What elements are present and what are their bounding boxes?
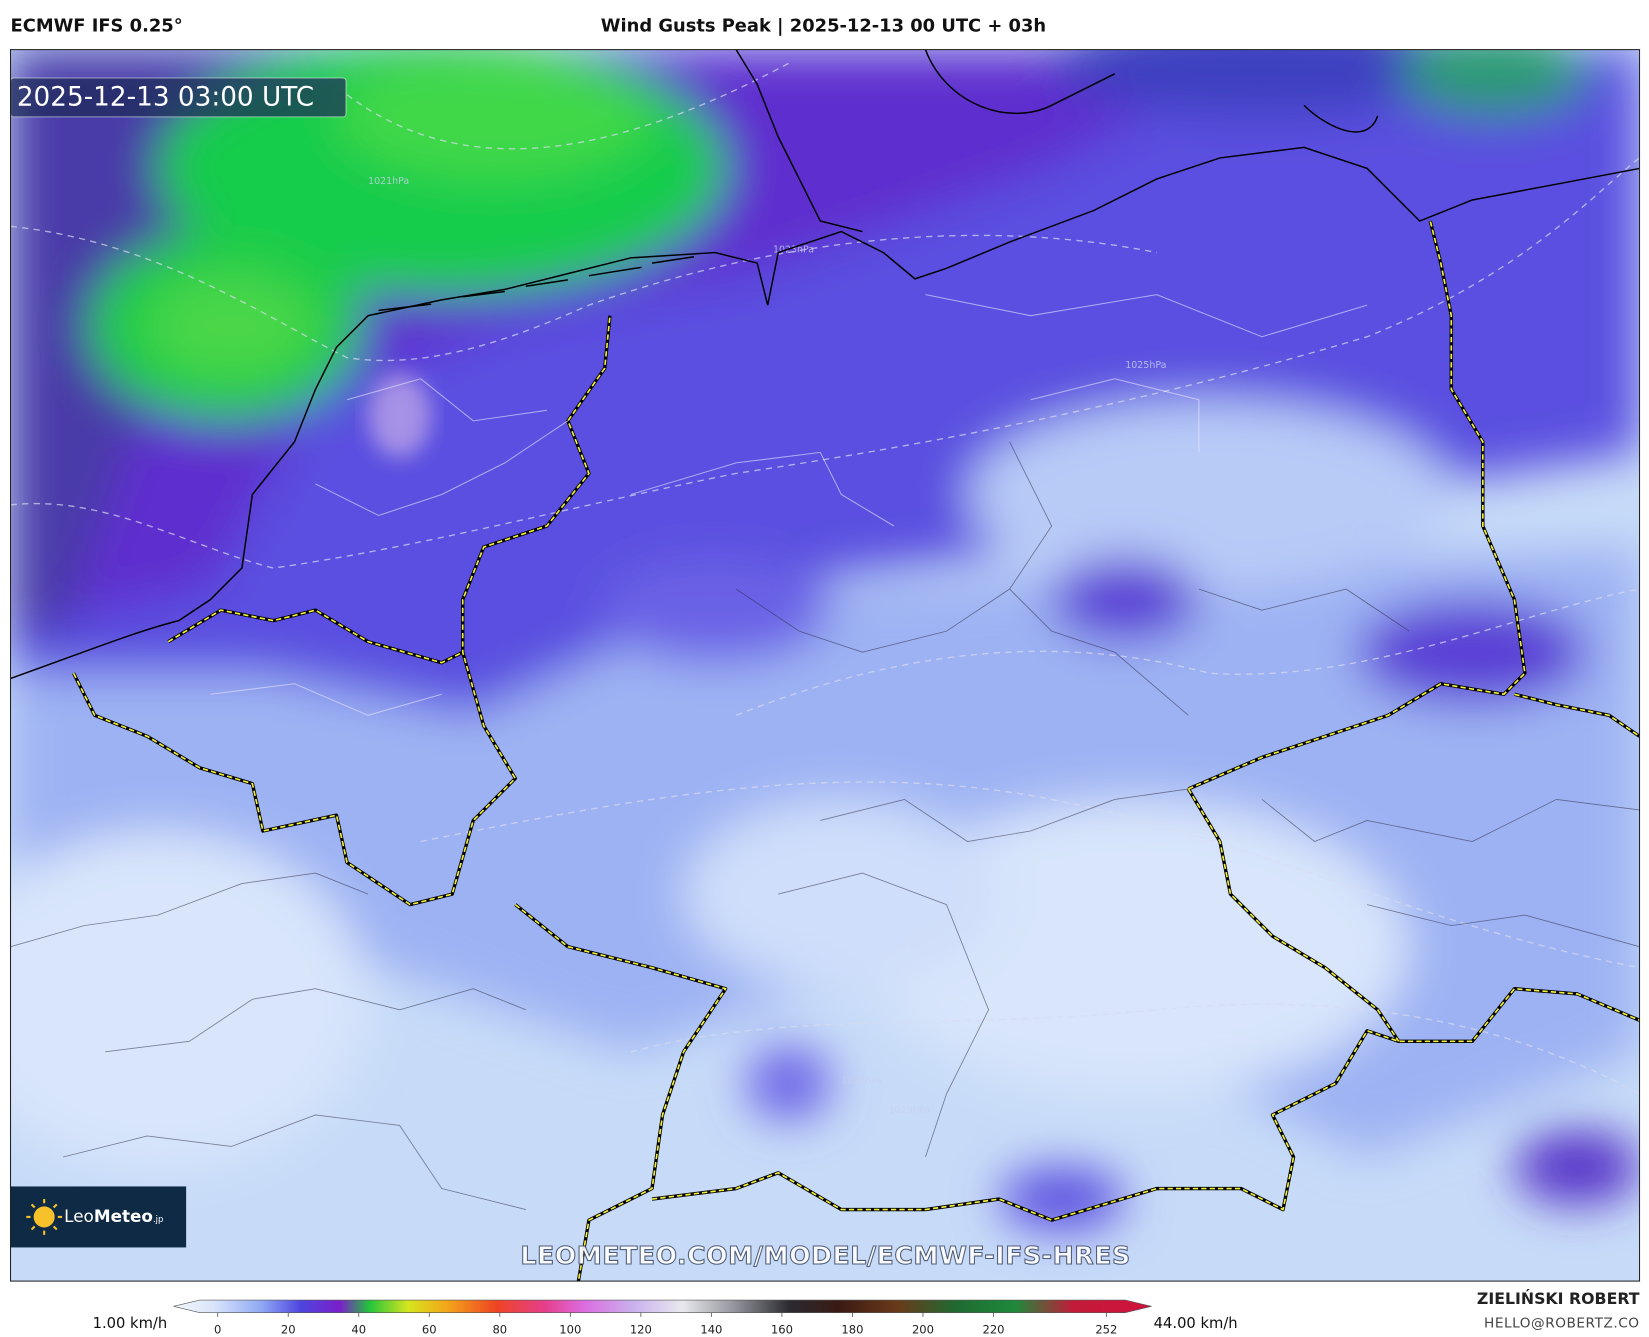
colorbar-tick-label: 252: [1095, 1323, 1117, 1337]
isobar-label: 1029hPa: [889, 1105, 930, 1116]
logo-suffix: .jp: [153, 1214, 163, 1224]
timestamp: 2025-12-13 03:00 UTC: [17, 82, 314, 112]
logo-sun: [26, 1199, 63, 1235]
colorbar-tick-label: 80: [492, 1323, 507, 1337]
colorbar-tick-label: 40: [351, 1323, 366, 1337]
timestamp-box: [10, 77, 347, 118]
colorbar-tick-label: 220: [982, 1323, 1004, 1337]
isobar-label: 1025hPa: [1125, 360, 1166, 371]
author: ZIELIŃSKI ROBERT: [1477, 1289, 1640, 1308]
isobar-label: 1021hPa: [368, 176, 409, 187]
legend-min: 1.00 km/h: [93, 1315, 168, 1332]
isobar-label: 1027hPa: [841, 1075, 882, 1086]
logo-bold: Meteo: [94, 1206, 153, 1226]
colorbar-tick-label: 20: [281, 1323, 296, 1337]
logo-light: Leo: [64, 1206, 94, 1226]
watermark: LEOMETEO.COM/MODEL/ECMWF-IFS-HRES: [520, 1241, 1130, 1270]
colorbar-tick-label: 180: [841, 1323, 863, 1337]
colorbar: [173, 1299, 1152, 1313]
colorbar-tick-label: 60: [422, 1323, 437, 1337]
legend-max: 44.00 km/h: [1154, 1315, 1238, 1332]
model-name: ECMWF IFS 0.25°: [11, 16, 183, 37]
colorbar-tick-label: 140: [700, 1323, 722, 1337]
colorbar-tick-label: 160: [771, 1323, 793, 1337]
colorbar-tick-label: 120: [630, 1323, 652, 1337]
map: 1021hPa 1023hPa 1025hPa 1027hPa 1029hPa: [10, 49, 1640, 1282]
email: HELLO@ROBERTZ.CO: [1484, 1315, 1639, 1331]
map-frame: [9, 49, 1641, 1282]
colorbar-tick-label: 200: [912, 1323, 934, 1337]
map-title: Wind Gusts Peak | 2025-12-13 00 UTC + 03…: [601, 16, 1046, 37]
colorbar-tick-label: 0: [214, 1323, 221, 1337]
isobar-label: 1023hPa: [773, 245, 814, 256]
logo-text: LeoMeteo.jp: [64, 1206, 163, 1226]
colorbar-tick-label: 100: [559, 1323, 581, 1337]
